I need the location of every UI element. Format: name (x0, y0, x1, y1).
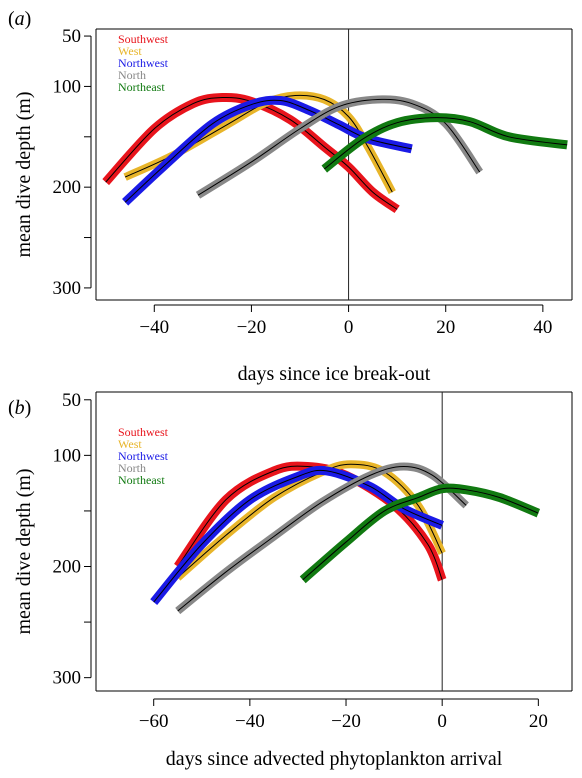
y-tick-label: 300 (53, 668, 82, 689)
legend-entry-west: West (118, 44, 142, 58)
legend-entry-north: North (118, 68, 146, 82)
series-line-northwest (124, 99, 412, 203)
x-tick-label: 0 (344, 317, 354, 338)
y-tick-label: 200 (53, 557, 82, 578)
legend-entry-southwest: Southwest (118, 425, 169, 439)
panel-label-letter: a (15, 8, 25, 30)
y-tick-label: 200 (53, 177, 82, 198)
y-axis-label: mean dive depth (m) (13, 91, 35, 257)
x-tick-label: −40 (139, 317, 169, 338)
y-tick-label: 50 (62, 390, 81, 411)
x-tick-label: 0 (437, 711, 447, 732)
legend-entry-northeast: Northeast (118, 80, 165, 94)
legend-entry-north: North (118, 461, 146, 475)
legend-entry-northwest: Northwest (118, 56, 169, 70)
panel-label: (b) (8, 397, 31, 419)
x-tick-label: 20 (529, 711, 548, 732)
y-tick-label: 100 (53, 445, 82, 466)
x-axis-label: days since advected phytoplankton arriva… (166, 748, 503, 770)
x-tick-label: −20 (237, 317, 267, 338)
x-tick-label: −60 (139, 711, 169, 732)
legend-entry-northeast: Northeast (118, 473, 165, 487)
series-line-northeast (302, 487, 539, 581)
panel-label: (a) (8, 8, 31, 30)
x-tick-label: −40 (235, 711, 265, 732)
series-line-southwest (105, 96, 398, 210)
x-tick-label: 40 (533, 317, 552, 338)
x-tick-label: −20 (331, 711, 361, 732)
legend-entry-northwest: Northwest (118, 449, 169, 463)
x-axis-label: days since ice break-out (238, 363, 431, 385)
series-line-north (177, 465, 467, 612)
y-tick-label: 50 (62, 26, 81, 47)
y-axis-label: mean dive depth (m) (13, 468, 35, 634)
y-tick-label: 300 (53, 278, 82, 299)
panel-label-letter: b (15, 397, 25, 419)
x-tick-label: 20 (436, 317, 455, 338)
legend-entry-southwest: Southwest (118, 32, 169, 46)
y-tick-label: 100 (53, 76, 82, 97)
legend-entry-west: West (118, 437, 142, 451)
series-band-west (175, 460, 446, 581)
series-line-northeast (323, 117, 568, 170)
